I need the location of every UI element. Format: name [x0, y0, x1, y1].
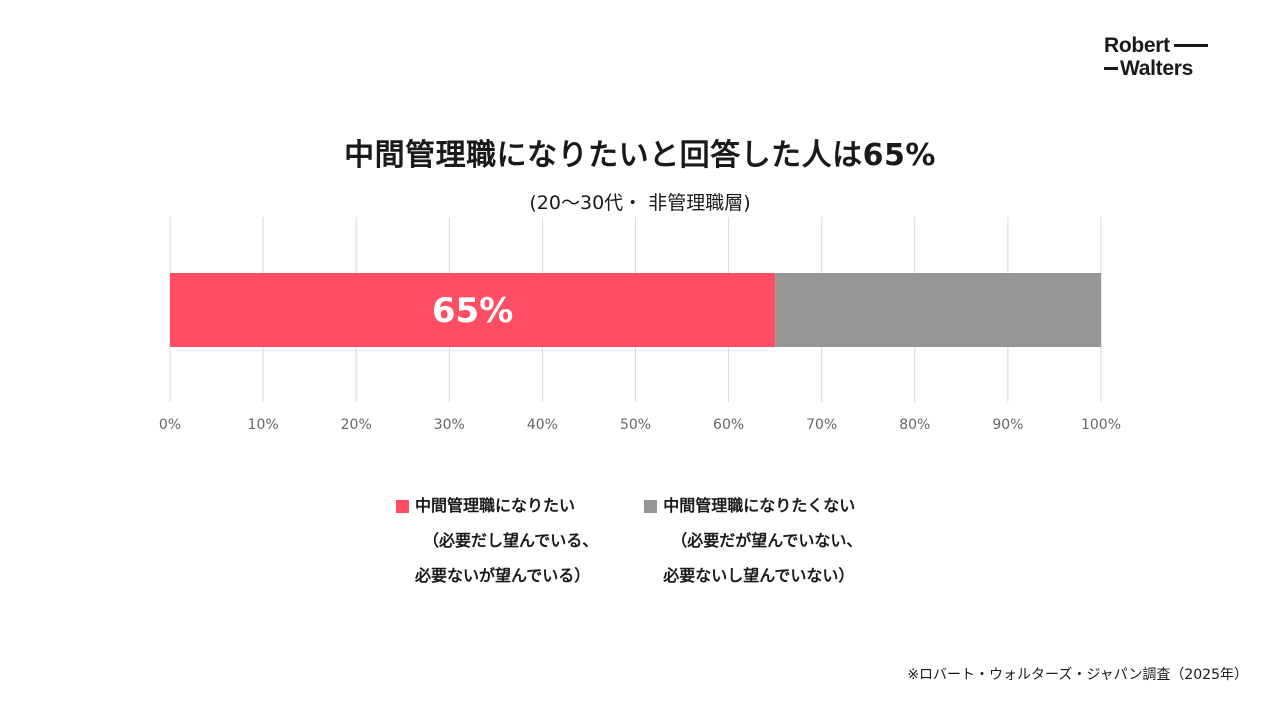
legend-item-not-want: 中間管理職になりたくない （必要だが望んでいない、 必要ないし望んでいない）	[644, 494, 862, 593]
logo-text-robert: Robert	[1104, 34, 1170, 57]
legend-item-want: 中間管理職になりたい （必要だし望んでいる、 必要ないが望んでいる）	[396, 494, 598, 593]
legend-swatch-gray	[644, 500, 658, 513]
chart-subtitle: (20〜30代・ 非管理職層)	[529, 192, 751, 214]
legend-detail: （必要だし望んでいる、	[423, 531, 599, 550]
x-tick-label: 90%	[992, 417, 1023, 433]
x-tick-label: 30%	[434, 417, 465, 433]
bar-data-label: 65%	[432, 291, 513, 331]
bar-segment-not-want	[775, 273, 1101, 347]
x-tick-label: 100%	[1081, 417, 1121, 433]
x-tick-label: 40%	[527, 417, 558, 433]
legend-detail: （必要だが望んでいない、	[671, 531, 863, 550]
bar-segment-want	[170, 273, 776, 347]
legend: 中間管理職になりたい （必要だし望んでいる、 必要ないが望んでいる） 中間管理職…	[396, 494, 862, 593]
x-tick-label: 10%	[248, 417, 279, 433]
x-tick-label: 0%	[159, 417, 181, 433]
legend-text: 中間管理職になりたくない （必要だが望んでいない、 必要ないし望んでいない）	[663, 488, 862, 593]
legend-detail: 必要ないが望んでいる）	[415, 566, 591, 585]
legend-detail: 必要ないし望んでいない）	[663, 566, 855, 585]
logo-text-walters: Walters	[1120, 57, 1193, 80]
x-tick-label: 20%	[341, 417, 372, 433]
legend-label: 中間管理職になりたい	[415, 496, 576, 515]
legend-swatch-red	[396, 500, 409, 513]
legend-label: 中間管理職になりたくない	[663, 496, 856, 515]
logo-dash	[1173, 44, 1208, 47]
robert-walters-logo: Robert Walters	[1104, 34, 1234, 80]
x-tick-label: 60%	[713, 417, 744, 433]
x-tick-label: 50%	[620, 417, 651, 433]
x-tick-label: 70%	[806, 417, 837, 433]
logo-dash	[1104, 67, 1118, 70]
footnote: ※ロバート・ウォルターズ・ジャパン調査（2025年）	[907, 667, 1248, 683]
x-tick-label: 80%	[899, 417, 930, 433]
chart-title: 中間管理職になりたいと回答した人は65%	[344, 138, 936, 173]
legend-text: 中間管理職になりたい （必要だし望んでいる、 必要ないが望んでいる）	[415, 488, 598, 593]
